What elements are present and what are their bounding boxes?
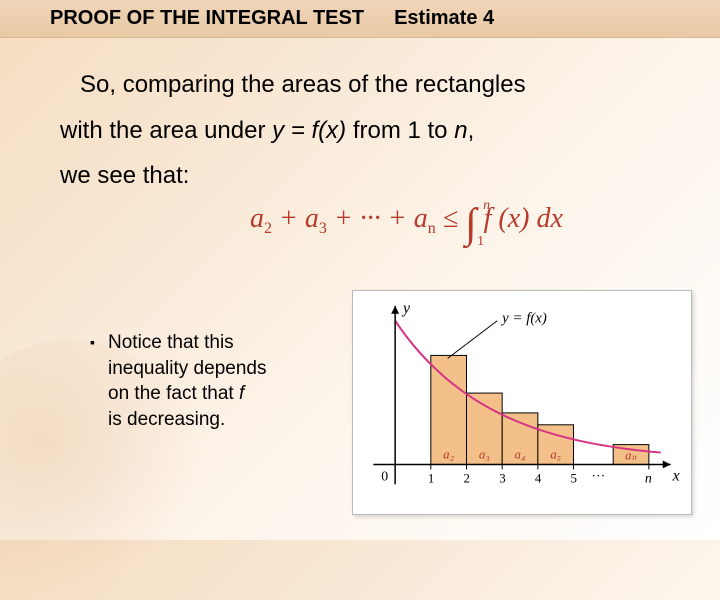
ellipsis-label: ··· [591,469,605,484]
header-subtitle: Estimate 4 [394,7,494,30]
bullet-icon: ▪ [90,330,108,433]
n-variable: n [454,117,467,144]
svg-text:aₙ: aₙ [625,448,637,462]
x-tick-labels: 1 2 3 4 5 [428,464,649,485]
svg-text:a₄: a₄ [515,447,526,461]
svg-text:a₅: a₅ [550,447,561,461]
x-axis-arrow [663,460,671,468]
body-line-3: we see that: [60,153,680,199]
svg-text:1: 1 [428,471,434,485]
graph-figure: y x 0 y = f(x) 1 2 3 4 5 ··· n a₂ a₃ a₄ a₅ aₙ [352,290,692,515]
main-equation: a2 + a3 + ··· + an ≤ ∫n1 f (x) dx [250,200,563,248]
svg-text:5: 5 [571,471,577,485]
svg-text:3: 3 [499,471,505,485]
curve-label-pointer [448,321,498,359]
slide-header: PROOF OF THE INTEGRAL TEST Estimate 4 [0,0,720,38]
body-text: So, comparing the areas of the rectangle… [0,38,720,199]
svg-text:a₂: a₂ [443,447,454,461]
note-box: ▪ Notice that this inequality depends on… [90,330,320,433]
body-line-1: So, comparing the areas of the rectangle… [60,62,680,108]
body-line-2: with the area under y = f(x) from 1 to n… [60,108,680,154]
integral-test-graph: y x 0 y = f(x) 1 2 3 4 5 ··· n a₂ a₃ a₄ a₅ aₙ [353,291,691,514]
equation-inline: y = f(x) [272,117,346,144]
y-axis-arrow [391,306,399,314]
note-text: Notice that this inequality depends on t… [108,330,266,433]
svg-text:4: 4 [535,471,542,485]
origin-label: 0 [381,469,388,484]
n-tick-label: n [645,471,652,486]
curve-label: y = f(x) [500,311,547,327]
header-title: PROOF OF THE INTEGRAL TEST [50,7,364,30]
y-axis-label: y [401,300,411,317]
svg-text:2: 2 [464,471,470,485]
x-axis-label: x [672,467,680,484]
svg-text:a₃: a₃ [479,447,490,461]
integral-sign: ∫n1 [465,200,477,248]
